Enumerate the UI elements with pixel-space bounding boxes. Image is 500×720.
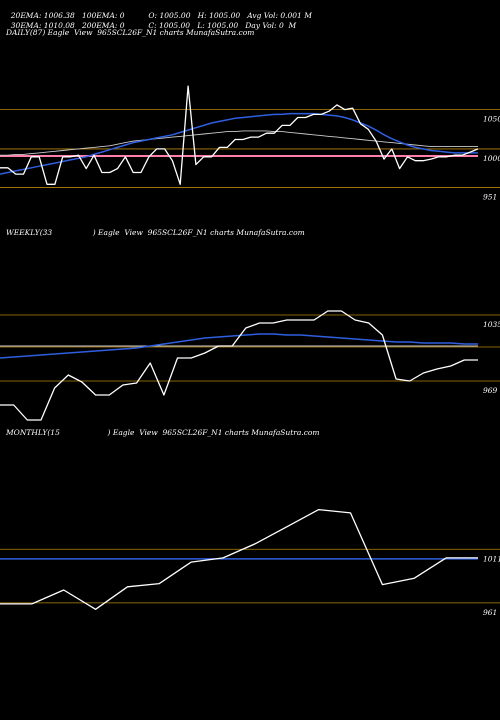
monthly-level-label-1: 961	[483, 608, 497, 617]
ema100-value: 100EMA: 0	[81, 11, 125, 20]
monthly-level-label-0: 1011	[483, 554, 500, 563]
daily-level-label-1: 1000	[483, 154, 500, 163]
monthly-panel-title: MONTHLY(15 ) Eagle View 965SCL26F_N1 cha…	[6, 428, 320, 437]
high-value: H: 1005.00	[197, 11, 241, 20]
weekly-price-line	[0, 310, 478, 421]
ema200-value: 200EMA: 0	[81, 21, 125, 30]
ema30-value: 30EMA: 1010.08	[10, 21, 75, 30]
daily-price-line	[0, 85, 479, 185]
weekly-panel-title: WEEKLY(33 ) Eagle View 965SCL26F_N1 char…	[6, 228, 305, 237]
weekly-ema-blue-line	[0, 333, 478, 359]
weekly-level-label-2: 969	[483, 386, 498, 395]
daily-ema-blue-line	[0, 112, 478, 175]
close-value: C: 1005.00	[148, 21, 191, 30]
daily-ema-white-line	[0, 130, 478, 156]
daily-level-label-2: 951	[483, 192, 497, 201]
open-value: O: 1005.00	[148, 11, 191, 20]
daily-panel-title: DAILY(87) Eagle View 965SCL26F_N1 charts…	[6, 28, 255, 37]
low-value: L: 1005.00	[197, 21, 239, 30]
day-vol-value: Day Vol: 0 M	[245, 21, 297, 30]
ema20-value: 20EMA: 1006.38	[10, 11, 75, 20]
weekly-level-label-0: 1035	[483, 320, 500, 329]
header-row-2: 30EMA: 1010.08 200EMA: 0 C: 1005.00 L: 1…	[6, 12, 296, 30]
header-row-1: 20EMA: 1006.38 100EMA: 0 O: 1005.00 H: 1…	[6, 2, 312, 20]
daily-level-label-0: 1050	[483, 115, 500, 124]
avg-vol-value: Avg Vol: 0.001 M	[247, 11, 312, 20]
monthly-price-line	[0, 508, 478, 610]
